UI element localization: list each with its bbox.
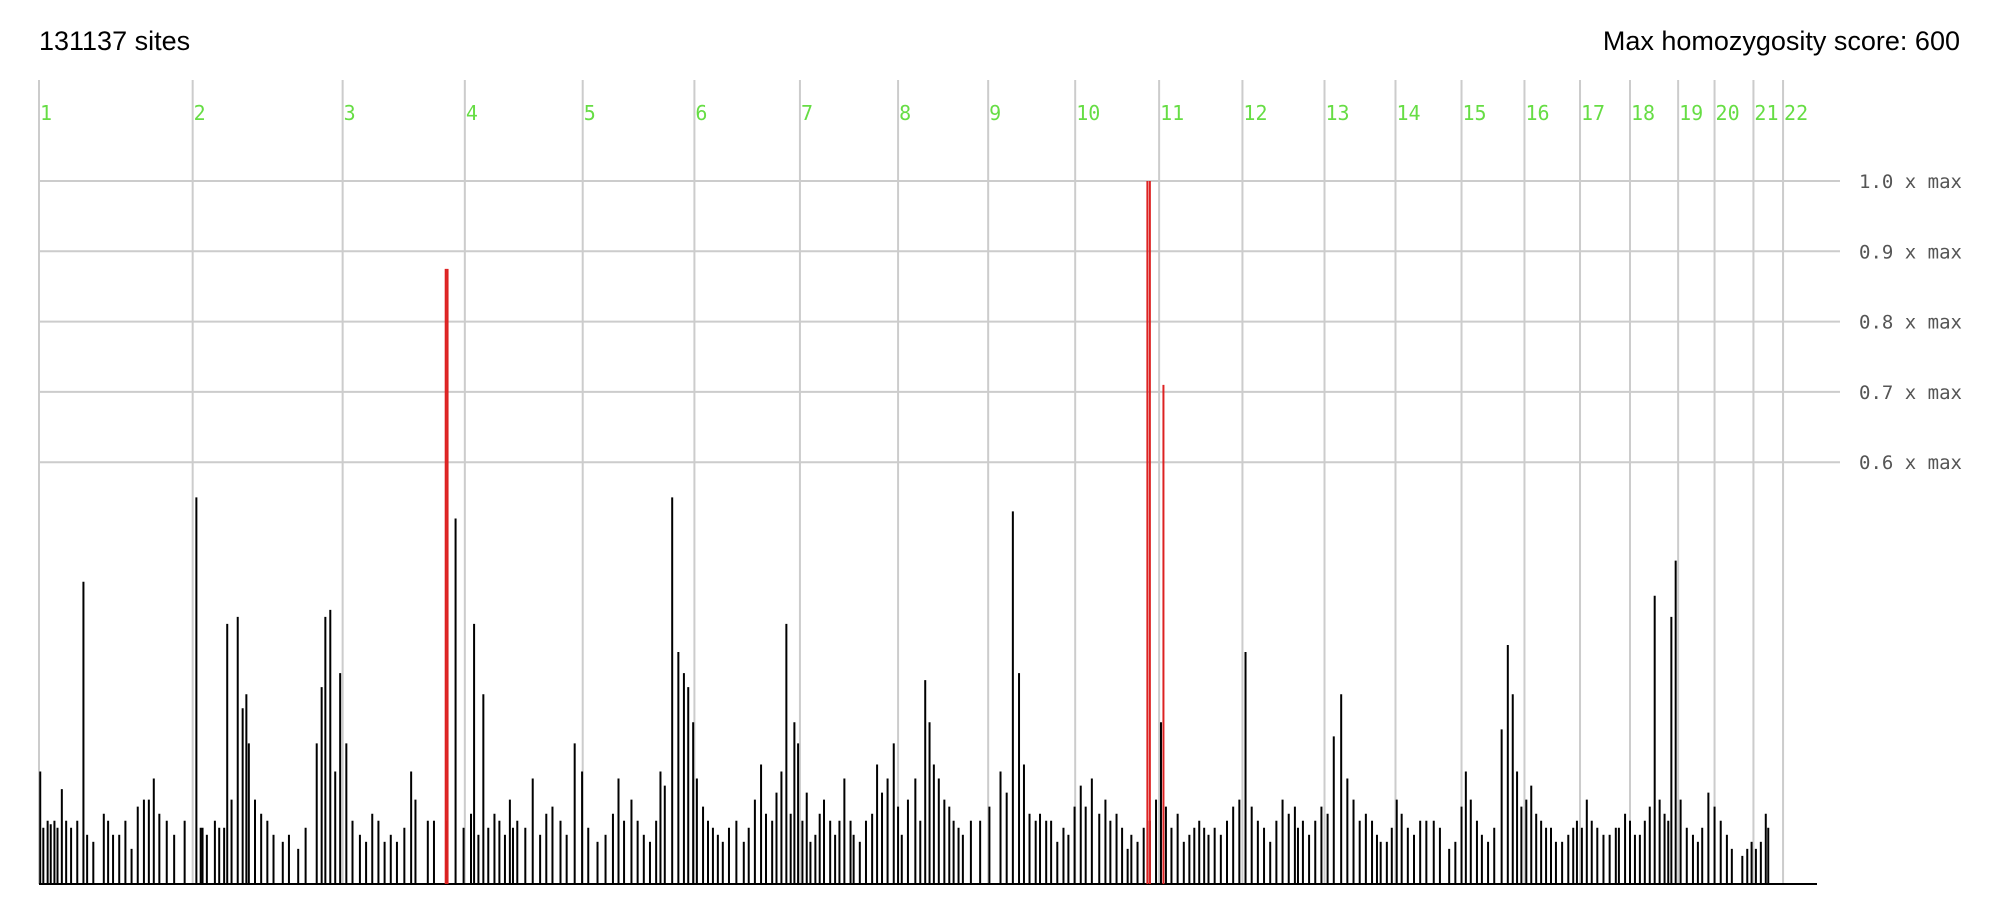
chromosome-label: 7 <box>801 101 813 125</box>
chromosome-label: 12 <box>1243 101 1267 125</box>
chromosome-label: 9 <box>989 101 1001 125</box>
y-tick-label: 1.0 x max <box>1859 171 1962 193</box>
max-score-label: Max homozygosity score: 600 <box>1602 26 1960 56</box>
y-tick-label: 0.6 x max <box>1859 452 1962 474</box>
chromosome-label: 10 <box>1076 101 1100 125</box>
chromosome-label: 15 <box>1463 101 1487 125</box>
chromosome-label: 13 <box>1326 101 1350 125</box>
chromosome-label: 6 <box>695 101 707 125</box>
chromosome-label: 18 <box>1631 101 1655 125</box>
chromosome-label: 17 <box>1581 101 1605 125</box>
chromosome-label: 19 <box>1679 101 1703 125</box>
site-count: 131137 sites <box>39 26 191 56</box>
chromosome-label: 21 <box>1754 101 1778 125</box>
chromosome-label: 14 <box>1396 101 1420 125</box>
chromosome-label: 20 <box>1716 101 1740 125</box>
y-tick-label: 0.8 x max <box>1859 312 1962 334</box>
chromosome-label: 5 <box>584 101 596 125</box>
chromosome-label: 1 <box>40 101 52 125</box>
chromosome-label: 4 <box>466 101 478 125</box>
y-tick-label: 0.9 x max <box>1859 241 1962 263</box>
chromosome-label: 3 <box>344 101 356 125</box>
chromosome-label: 22 <box>1784 101 1808 125</box>
chromosome-label: 11 <box>1160 101 1184 125</box>
y-tick-label: 0.7 x max <box>1859 382 1962 404</box>
chromosome-label: 2 <box>194 101 206 125</box>
chromosome-label: 16 <box>1525 101 1549 125</box>
chromosome-label: 8 <box>899 101 911 125</box>
